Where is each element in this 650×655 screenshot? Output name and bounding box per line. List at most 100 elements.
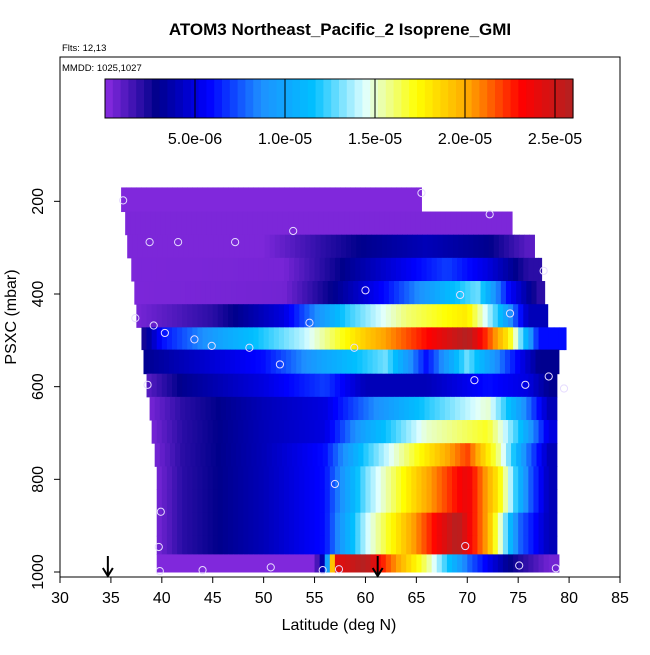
heatmap-cell bbox=[389, 211, 396, 236]
heatmap-cell bbox=[502, 554, 509, 573]
observation-point bbox=[559, 384, 569, 393]
heatmap-cell bbox=[412, 234, 418, 259]
observation-point bbox=[156, 507, 165, 516]
heatmap-cell bbox=[284, 554, 290, 573]
heatmap-cell bbox=[241, 443, 247, 467]
heatmap-cell bbox=[430, 211, 437, 236]
heatmap-cell bbox=[252, 211, 259, 236]
heatmap-cell bbox=[452, 489, 458, 514]
heatmap-cell bbox=[442, 234, 449, 259]
heatmap-cell bbox=[202, 327, 209, 351]
heatmap-cell bbox=[404, 281, 410, 305]
heatmap-cell bbox=[228, 466, 234, 491]
heatmap-cell bbox=[315, 234, 322, 259]
heatmap-cell bbox=[495, 443, 502, 467]
heatmap-cell bbox=[200, 396, 207, 421]
heatmap-cell bbox=[511, 396, 517, 421]
heatmap-cell bbox=[553, 489, 558, 514]
colorbar-swatch bbox=[167, 79, 176, 118]
heatmap-cell bbox=[467, 535, 473, 555]
heatmap-cell bbox=[317, 443, 324, 467]
chart-title: ATOM3 Northeast_Pacific_2 Isoprene_GMI bbox=[169, 20, 511, 39]
colorbar-tick-label: 1.5e-05 bbox=[348, 131, 402, 148]
heatmap-cell bbox=[271, 281, 278, 305]
heatmap-cell bbox=[477, 420, 484, 444]
heatmap-cell bbox=[240, 349, 246, 375]
heatmap-cell bbox=[431, 373, 438, 398]
heatmap-cell bbox=[178, 234, 184, 259]
observation-point bbox=[149, 321, 158, 330]
heatmap-cell bbox=[385, 489, 392, 514]
heatmap-cell bbox=[340, 187, 346, 213]
heatmap-cell bbox=[329, 466, 336, 491]
heatmap-cell bbox=[182, 489, 188, 514]
heatmap-cell bbox=[553, 512, 558, 537]
heatmap-cell bbox=[342, 349, 348, 375]
colorbar-swatch bbox=[284, 79, 293, 118]
heatmap-cell bbox=[236, 281, 242, 305]
heatmap-cell bbox=[487, 304, 494, 328]
heatmap-cell bbox=[238, 554, 244, 573]
heatmap-cell bbox=[370, 554, 377, 573]
colorbar-swatch bbox=[175, 79, 184, 118]
heatmap-cell bbox=[431, 420, 438, 444]
heatmap-cell bbox=[528, 257, 534, 282]
heatmap-cell bbox=[258, 327, 265, 351]
x-tick-label: 60 bbox=[357, 590, 375, 607]
heatmap-cell bbox=[225, 443, 232, 467]
heatmap-cell bbox=[185, 443, 191, 467]
heatmap-cell bbox=[234, 234, 240, 259]
heatmap-cell bbox=[548, 373, 555, 398]
heatmap-cell bbox=[388, 281, 395, 305]
heatmap-cell bbox=[353, 396, 359, 421]
heatmap-cell bbox=[409, 281, 415, 305]
heatmap-cell bbox=[334, 535, 341, 555]
heatmap-cell bbox=[429, 396, 436, 421]
heatmap-cell bbox=[267, 211, 274, 236]
heatmap-cell bbox=[500, 396, 507, 421]
heatmap-cell bbox=[202, 257, 209, 282]
heatmap-cell bbox=[396, 512, 402, 537]
heatmap-cell bbox=[363, 396, 370, 421]
heatmap-cell bbox=[426, 373, 433, 398]
heatmap-cell bbox=[243, 373, 249, 398]
heatmap-cell bbox=[416, 554, 422, 573]
heatmap-cell bbox=[317, 396, 324, 421]
heatmap-cell bbox=[456, 211, 462, 236]
heatmap-cell bbox=[266, 281, 273, 305]
heatmap-cell bbox=[375, 512, 382, 537]
heatmap-cell bbox=[468, 234, 474, 259]
heatmap-cell bbox=[151, 420, 158, 444]
heatmap-cell bbox=[394, 211, 401, 236]
heatmap-cell bbox=[452, 554, 458, 573]
heatmap-cell bbox=[213, 234, 220, 259]
heatmap-cell bbox=[156, 466, 163, 491]
heatmap-cell bbox=[455, 443, 461, 467]
heatmap-cell bbox=[355, 327, 361, 351]
heatmap-cell bbox=[304, 304, 310, 328]
heatmap-cell bbox=[222, 327, 229, 351]
colorbar-swatch bbox=[370, 79, 379, 118]
heatmap-cell bbox=[482, 554, 489, 573]
heatmap-cell bbox=[457, 327, 463, 351]
heatmap-cell bbox=[505, 281, 512, 305]
heatmap-cell bbox=[553, 535, 558, 555]
heatmap-cell bbox=[209, 349, 216, 375]
heatmap-cell bbox=[462, 535, 468, 555]
heatmap-cell bbox=[214, 349, 221, 375]
heatmap-cell bbox=[535, 349, 542, 375]
heatmap-cell bbox=[370, 466, 377, 491]
heatmap-cell bbox=[281, 443, 288, 467]
colorbar-swatch bbox=[112, 79, 122, 118]
heatmap-cell bbox=[350, 327, 356, 351]
heatmap-cell bbox=[345, 466, 351, 491]
heatmap-cell bbox=[273, 489, 280, 514]
heatmap-cell bbox=[245, 349, 251, 375]
heatmap-cell bbox=[385, 554, 392, 573]
heatmap-cell bbox=[383, 443, 390, 467]
heatmap-cell bbox=[543, 304, 549, 328]
observation-point bbox=[245, 343, 254, 352]
heatmap-cell bbox=[492, 304, 499, 328]
heatmap-cell bbox=[268, 489, 275, 514]
heatmap-cell bbox=[361, 234, 367, 259]
